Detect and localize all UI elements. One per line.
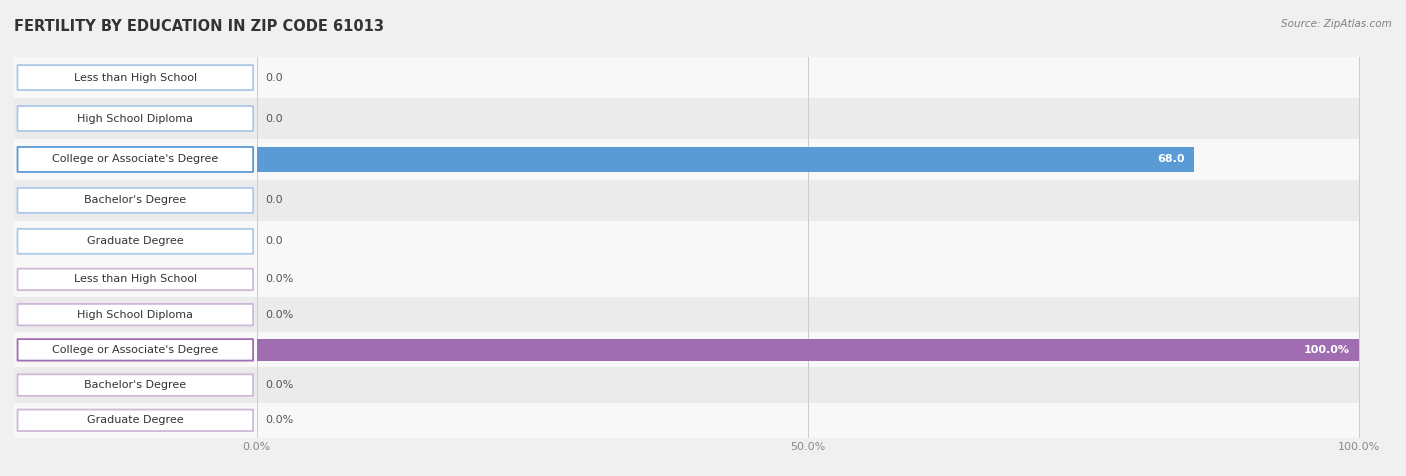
Text: 0.0: 0.0 xyxy=(266,236,283,247)
Text: 0.0%: 0.0% xyxy=(266,380,294,390)
Bar xyxy=(14,221,1358,262)
Bar xyxy=(14,180,1358,221)
Bar xyxy=(256,147,1194,172)
FancyBboxPatch shape xyxy=(17,65,253,90)
Bar xyxy=(14,297,1358,332)
Text: 0.0: 0.0 xyxy=(266,113,283,124)
Text: 0.0%: 0.0% xyxy=(266,274,294,285)
FancyBboxPatch shape xyxy=(17,268,253,290)
Text: Bachelor's Degree: Bachelor's Degree xyxy=(84,195,187,206)
Text: 100.0%: 100.0% xyxy=(1303,345,1350,355)
Text: Graduate Degree: Graduate Degree xyxy=(87,236,184,247)
FancyBboxPatch shape xyxy=(17,339,253,361)
Bar xyxy=(14,403,1358,438)
Text: High School Diploma: High School Diploma xyxy=(77,113,193,124)
Text: College or Associate's Degree: College or Associate's Degree xyxy=(52,345,218,355)
Text: Source: ZipAtlas.com: Source: ZipAtlas.com xyxy=(1281,19,1392,29)
Text: 0.0: 0.0 xyxy=(266,72,283,83)
Text: 0.0: 0.0 xyxy=(266,195,283,206)
FancyBboxPatch shape xyxy=(17,304,253,326)
Text: 68.0: 68.0 xyxy=(1157,154,1185,165)
Text: High School Diploma: High School Diploma xyxy=(77,309,193,320)
FancyBboxPatch shape xyxy=(17,229,253,254)
Bar xyxy=(256,339,1358,361)
Text: 0.0%: 0.0% xyxy=(266,415,294,426)
Text: College or Associate's Degree: College or Associate's Degree xyxy=(52,154,218,165)
Bar xyxy=(14,332,1358,367)
FancyBboxPatch shape xyxy=(17,374,253,396)
FancyBboxPatch shape xyxy=(17,106,253,131)
FancyBboxPatch shape xyxy=(17,409,253,431)
Bar xyxy=(14,57,1358,98)
Bar xyxy=(14,98,1358,139)
Bar xyxy=(14,139,1358,180)
Text: Bachelor's Degree: Bachelor's Degree xyxy=(84,380,187,390)
Text: FERTILITY BY EDUCATION IN ZIP CODE 61013: FERTILITY BY EDUCATION IN ZIP CODE 61013 xyxy=(14,19,384,34)
FancyBboxPatch shape xyxy=(17,188,253,213)
Text: Less than High School: Less than High School xyxy=(73,72,197,83)
Text: Graduate Degree: Graduate Degree xyxy=(87,415,184,426)
Text: Less than High School: Less than High School xyxy=(73,274,197,285)
Bar xyxy=(14,262,1358,297)
Text: 0.0%: 0.0% xyxy=(266,309,294,320)
FancyBboxPatch shape xyxy=(17,147,253,172)
Bar xyxy=(14,367,1358,403)
